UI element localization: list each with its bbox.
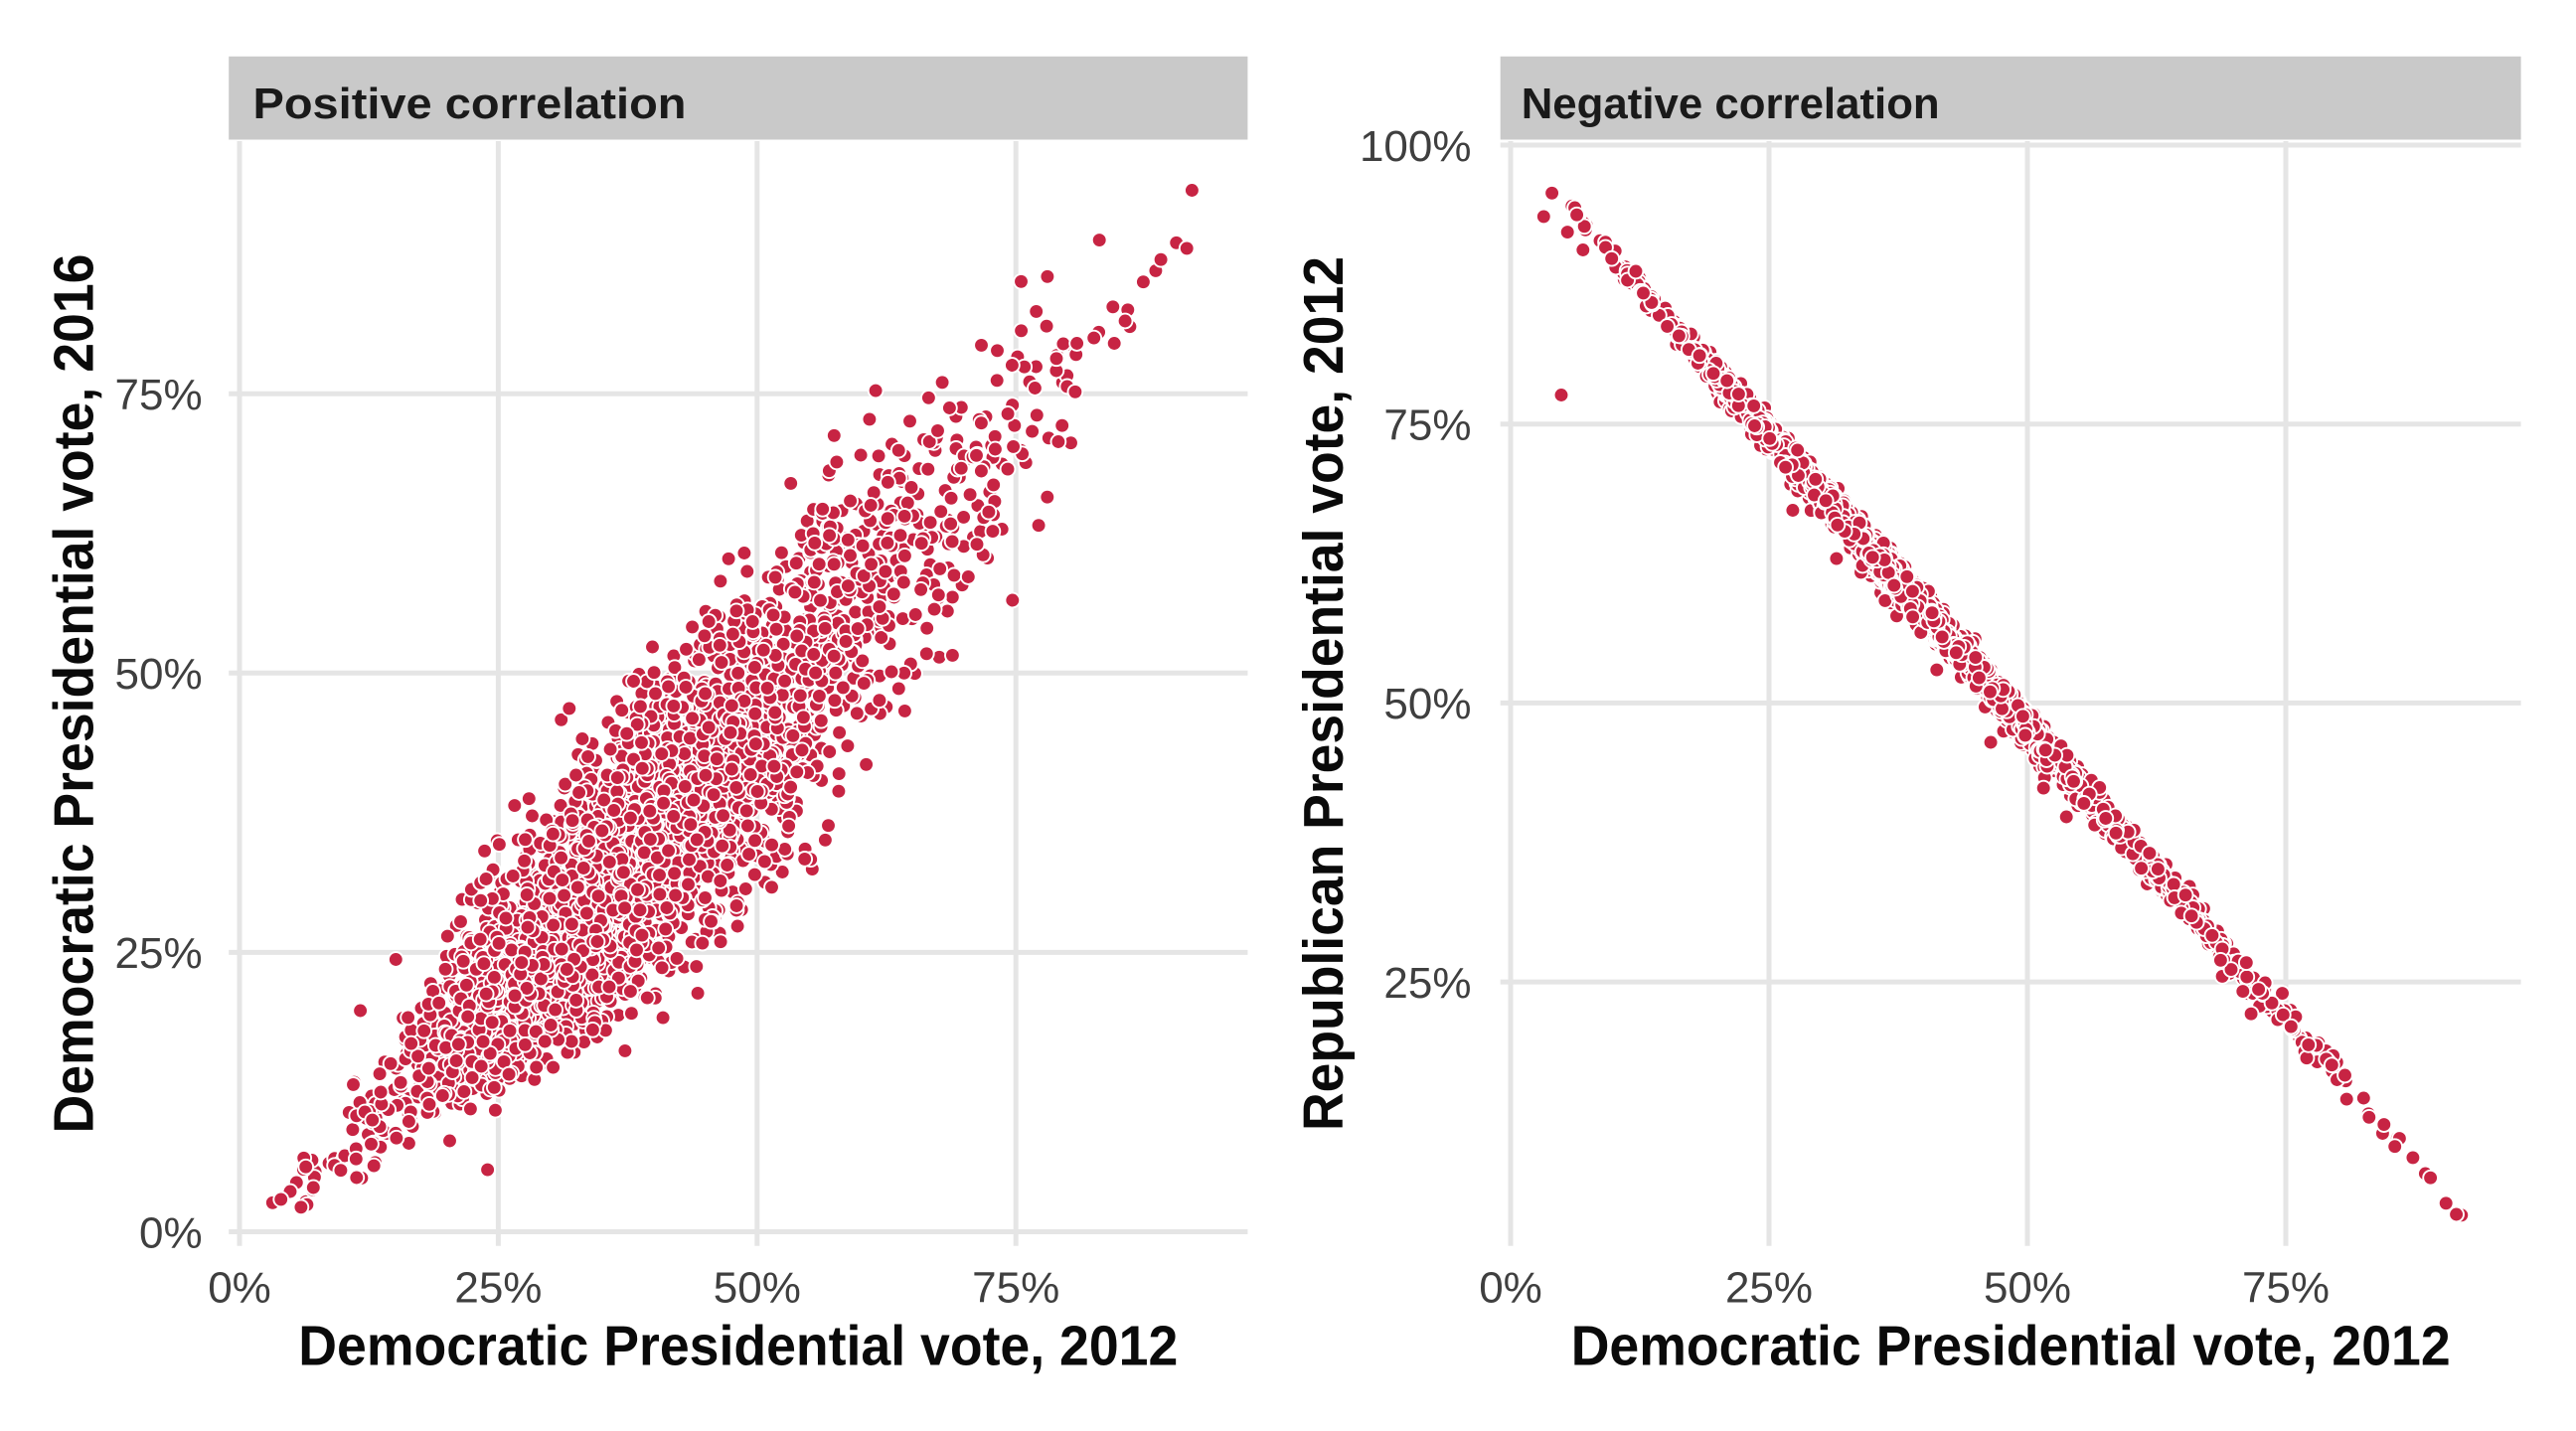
svg-text:Negative correlation: Negative correlation xyxy=(1522,80,1940,128)
svg-text:Positive correlation: Positive correlation xyxy=(253,80,687,128)
